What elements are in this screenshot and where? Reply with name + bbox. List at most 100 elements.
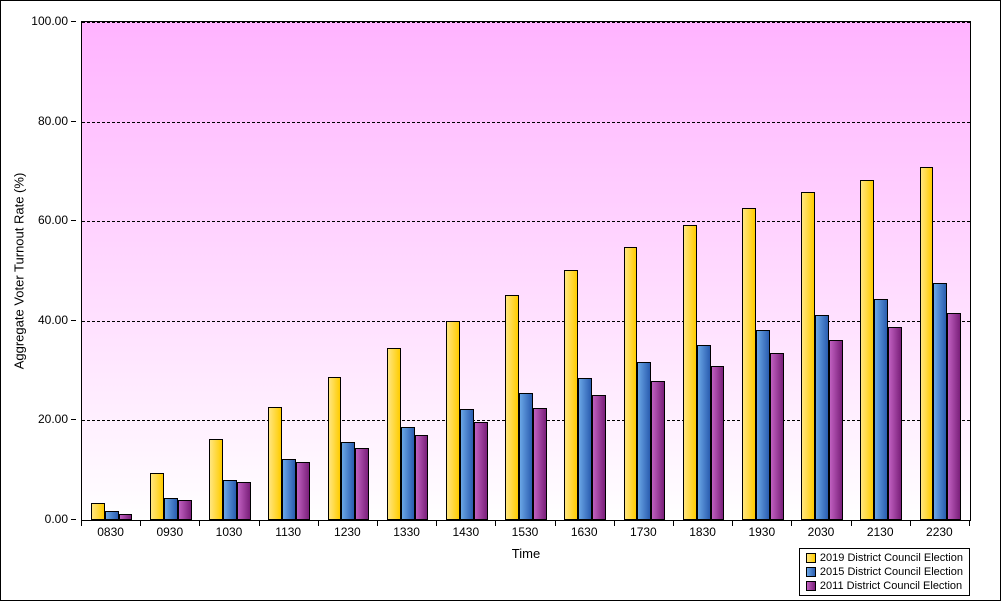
bar xyxy=(519,393,533,520)
x-tick xyxy=(81,521,82,526)
bar xyxy=(178,500,192,520)
legend-swatch xyxy=(806,553,816,563)
chart-container: 0.00 20.00 40.00 60.00 80.00 100.00 0830 0930 1… xyxy=(0,0,1001,601)
bar xyxy=(756,330,770,520)
x-tick-label: 1230 xyxy=(334,525,361,539)
x-tick-label: 2030 xyxy=(808,525,835,539)
bar xyxy=(164,498,178,520)
x-axis-title: Time xyxy=(512,546,540,561)
x-tick xyxy=(969,521,970,526)
legend: 2019 District Council Election2015 Distr… xyxy=(799,548,970,596)
y-tick xyxy=(71,519,76,520)
bar xyxy=(637,362,651,520)
bar xyxy=(474,422,488,520)
x-tick xyxy=(910,521,911,526)
bar xyxy=(533,408,547,520)
bar xyxy=(770,353,784,520)
y-tick xyxy=(71,220,76,221)
y-tick-label: 60.00 xyxy=(38,213,68,227)
x-tick xyxy=(732,521,733,526)
bar xyxy=(697,345,711,520)
bar xyxy=(505,295,519,520)
bar xyxy=(860,180,874,520)
bar xyxy=(564,270,578,520)
y-axis-title: Aggregate Voter Turnout Rate (%) xyxy=(12,173,27,370)
x-tick xyxy=(199,521,200,526)
y-tick-label: 20.00 xyxy=(38,412,68,426)
bar xyxy=(815,315,829,520)
bar xyxy=(105,511,119,520)
x-tick xyxy=(555,521,556,526)
y-tick xyxy=(71,320,76,321)
bar xyxy=(947,313,961,520)
bar xyxy=(801,192,815,520)
bar xyxy=(742,208,756,520)
bar xyxy=(829,340,843,520)
x-tick-label: 1330 xyxy=(393,525,420,539)
x-tick-label: 1430 xyxy=(452,525,479,539)
bar xyxy=(296,462,310,520)
bar xyxy=(282,459,296,520)
legend-item: 2019 District Council Election xyxy=(806,551,963,565)
legend-label: 2015 District Council Election xyxy=(820,565,963,579)
bar xyxy=(460,409,474,520)
bar xyxy=(237,482,251,520)
bar xyxy=(624,247,638,520)
x-tick xyxy=(851,521,852,526)
x-tick xyxy=(495,521,496,526)
bar xyxy=(355,448,369,520)
x-tick-label: 1930 xyxy=(748,525,775,539)
x-axis-labels: 0830 0930 1030 1130 1230 1330 1430 1530 1630 1730… xyxy=(81,523,971,543)
y-tick xyxy=(71,121,76,122)
y-tick-label: 100.00 xyxy=(31,14,68,28)
bar xyxy=(578,378,592,520)
x-tick-label: 2230 xyxy=(926,525,953,539)
x-tick-label: 1730 xyxy=(630,525,657,539)
x-tick xyxy=(140,521,141,526)
y-tick-label: 40.00 xyxy=(38,313,68,327)
bar xyxy=(387,348,401,520)
legend-label: 2019 District Council Election xyxy=(820,551,963,565)
x-tick-label: 1530 xyxy=(512,525,539,539)
bar xyxy=(888,327,902,520)
x-tick xyxy=(377,521,378,526)
x-tick-label: 1630 xyxy=(571,525,598,539)
bar xyxy=(415,435,429,520)
x-tick xyxy=(318,521,319,526)
y-tick-label: 80.00 xyxy=(38,114,68,128)
legend-item: 2011 District Council Election xyxy=(806,579,963,593)
bar xyxy=(711,366,725,520)
bar xyxy=(223,480,237,520)
bar xyxy=(446,321,460,520)
x-tick xyxy=(673,521,674,526)
legend-swatch xyxy=(806,581,816,591)
x-tick-label: 0830 xyxy=(97,525,124,539)
y-tick xyxy=(71,21,76,22)
bar xyxy=(209,439,223,520)
legend-item: 2015 District Council Election xyxy=(806,565,963,579)
bar xyxy=(341,442,355,520)
bar xyxy=(328,377,342,520)
bar xyxy=(683,225,697,520)
bar xyxy=(651,381,665,520)
legend-swatch xyxy=(806,567,816,577)
bars-layer xyxy=(82,22,970,520)
bar xyxy=(920,167,934,520)
x-tick-label: 1030 xyxy=(216,525,243,539)
bar xyxy=(933,283,947,520)
x-tick xyxy=(436,521,437,526)
x-tick xyxy=(259,521,260,526)
bar xyxy=(268,407,282,520)
x-tick-label: 1130 xyxy=(275,525,301,539)
x-tick-label: 1830 xyxy=(689,525,716,539)
y-tick-label: 0.00 xyxy=(45,512,68,526)
bar xyxy=(150,473,164,520)
x-tick-label: 0930 xyxy=(156,525,183,539)
x-tick-label: 2130 xyxy=(867,525,894,539)
bar xyxy=(874,299,888,520)
bar xyxy=(592,395,606,520)
legend-label: 2011 District Council Election xyxy=(820,579,962,593)
plot-area xyxy=(81,21,971,521)
bar xyxy=(91,503,105,520)
bar xyxy=(119,514,133,520)
